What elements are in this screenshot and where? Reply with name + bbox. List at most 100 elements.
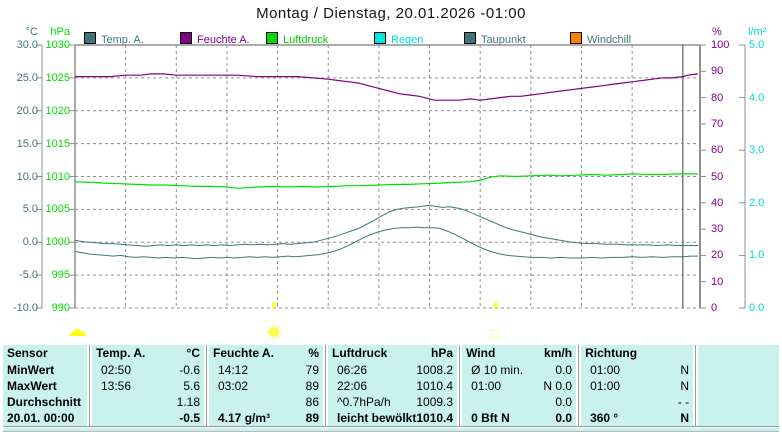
temp-a--line [74, 204, 698, 247]
table-cell-avg-value: 0.0 [555, 395, 573, 409]
table-cell-current-label: 360 ° [590, 411, 619, 425]
table-cell-max-label: 22:06 [337, 379, 368, 393]
table-cell-min-label: 06:26 [337, 363, 368, 377]
table-cell-current-value: 1010.4 [416, 411, 454, 425]
table-cell-min-value: 79 [305, 363, 319, 377]
sun-icon-ray [276, 326, 280, 330]
table-cell-min-label: 01:00 [590, 363, 621, 377]
table-cell-current-value: 0.0 [555, 411, 573, 425]
row-label-text: MinWert [7, 363, 55, 377]
table-column-divider [87, 345, 92, 426]
legend-color-swatch [374, 32, 386, 44]
sun-icon-core [272, 330, 276, 334]
table-cell-min-label: 14:12 [218, 363, 249, 377]
temp-tick-label: 5.0 [22, 203, 38, 216]
pressure-tick-label: 1025 [45, 71, 70, 84]
table-cell-current: 360 ° N [581, 410, 693, 426]
luftdruck-line [74, 173, 698, 189]
table-cell-max-label: 01:00 [471, 379, 502, 393]
humidity-tick-label: 100 [711, 39, 730, 51]
table-cell-max-value: N [680, 379, 690, 393]
table-cell-avg: ^0.7hPa/h 1009.3 [328, 394, 457, 410]
legend-color-swatch [464, 32, 476, 44]
humidity-tick-label: 20 [711, 249, 724, 262]
table-cell-avg-label [209, 394, 218, 410]
table-cell-min-value: -0.6 [179, 363, 200, 377]
table-cell-current: 4.17 g/m³ 89 [209, 410, 323, 426]
table-header-sensor: Sensor [3, 345, 87, 362]
legend-label: Luftdruck [283, 34, 329, 46]
legend-label: Regen [391, 34, 424, 46]
table-cell-avg-label [581, 394, 590, 410]
table-column-divider [576, 345, 582, 426]
pressure-tick-label: 1030 [45, 39, 70, 51]
humidity-axis-unit: % [712, 26, 722, 38]
rain-tick-label: 2.0 [749, 196, 765, 209]
table-row-label: MaxWert [3, 378, 87, 394]
table-col-temp-a-: Temp. A. °C 02:50 -0.6 13:56 5.6 1.18 -0.5 [92, 345, 204, 426]
rain-tick-label: 4.0 [749, 91, 765, 104]
stats-table: Sensor MinWert MaxWert Durchschnitt 20.01. 0… [3, 345, 779, 427]
table-cell-current: leicht bewölkt 1010.4 [328, 410, 457, 426]
table-cell-max-label: 13:56 [101, 379, 132, 393]
pressure-tick-label: 1005 [45, 203, 70, 216]
pressure-tick-label: 995 [51, 269, 70, 282]
table-cell-min: 02:50 -0.6 [92, 362, 204, 378]
pressure-tick-label: 1000 [45, 236, 70, 249]
table-cell-avg: - - [581, 394, 693, 410]
row-label-text: 20.01. 00:00 [7, 411, 75, 425]
table-col-sensor: Sensor MinWert MaxWert Durchschnitt 20.01. 0… [3, 345, 87, 426]
legend-color-swatch [266, 32, 278, 44]
temp-tick-label: 25.0 [16, 71, 38, 84]
legend-item-taupunkt: Taupunkt [464, 30, 526, 46]
table-row-label: Durchschnitt [3, 394, 87, 410]
chart-title: Montag / Dienstag, 20.01.2026 -01:00 [256, 5, 526, 22]
table-header-label: Wind [466, 346, 496, 360]
table-cell-current-value: N [680, 411, 690, 425]
legend-item-feuchte-a-: Feuchte A. [180, 30, 250, 46]
legend-color-swatch [84, 32, 96, 44]
humidity-tick-label: 60 [711, 144, 724, 157]
row-label-text: MaxWert [7, 379, 57, 393]
table-cell-current-label: 4.17 g/m³ [218, 411, 271, 425]
humidity-tick-label: 10 [711, 275, 724, 288]
legend-color-swatch [570, 32, 582, 44]
legend-item-windchill: Windchill [570, 30, 632, 46]
legend-label: Taupunkt [481, 34, 526, 46]
table-cell-avg-label [92, 394, 101, 410]
rain-tick-label: 1.0 [749, 249, 765, 262]
temp-tick-label: 20.0 [16, 104, 38, 117]
table-row-label: 20.01. 00:00 [3, 410, 87, 426]
table-cell-max-value: 1010.4 [416, 379, 454, 393]
table-col-feuchte-a-: Feuchte A.% 14:12 79 03:02 89 86 4.17 g/m³ 89 [209, 345, 323, 426]
table-row-label: MinWert [3, 362, 87, 378]
table-header: Wind km/h [462, 345, 576, 362]
rain-tick-label: 3.0 [749, 144, 765, 157]
table-cell-max-value: 5.6 [183, 379, 200, 393]
humidity-tick-label: 0 [711, 302, 718, 314]
humidity-tick-label: 50 [711, 170, 724, 183]
table-cell-min-value: 1008.2 [416, 363, 454, 377]
table-cell-max-value: N 0.0 [543, 379, 573, 393]
table-header: Luftdruck hPa [328, 345, 457, 362]
table-cell-max: 13:56 5.6 [92, 378, 204, 394]
table-cell-current: -0.5 [92, 410, 204, 426]
table-cell-min-value: N [680, 363, 690, 377]
table-cell-current: 0 Bft N 0.0 [462, 410, 576, 426]
table-col-richtung: Richtung 01:00 N 01:00 N - - 360 ° N [581, 345, 694, 426]
table-header-value: km/h [544, 346, 573, 360]
table-col-wind: Wind km/h Ø 10 min. 0.0 01:00 N 0.0 0.0 0 Bft N… [462, 345, 577, 426]
humidity-tick-label: 90 [711, 65, 724, 78]
legend-label: Windchill [587, 34, 632, 46]
table-column-divider [457, 345, 463, 426]
table-cell-min-label: 02:50 [101, 363, 132, 377]
table-header-label: Richtung [585, 346, 638, 360]
temp-tick-label: -5.0 [19, 269, 38, 282]
table-header-label: Temp. A. [96, 346, 146, 360]
legend-label: Temp. A. [101, 34, 144, 46]
temp-tick-label: 30.0 [16, 39, 38, 51]
feuchte-a--line [75, 73, 699, 101]
temp-axis-unit: °C [25, 26, 38, 38]
table-cell-max: 03:02 89 [209, 378, 323, 394]
